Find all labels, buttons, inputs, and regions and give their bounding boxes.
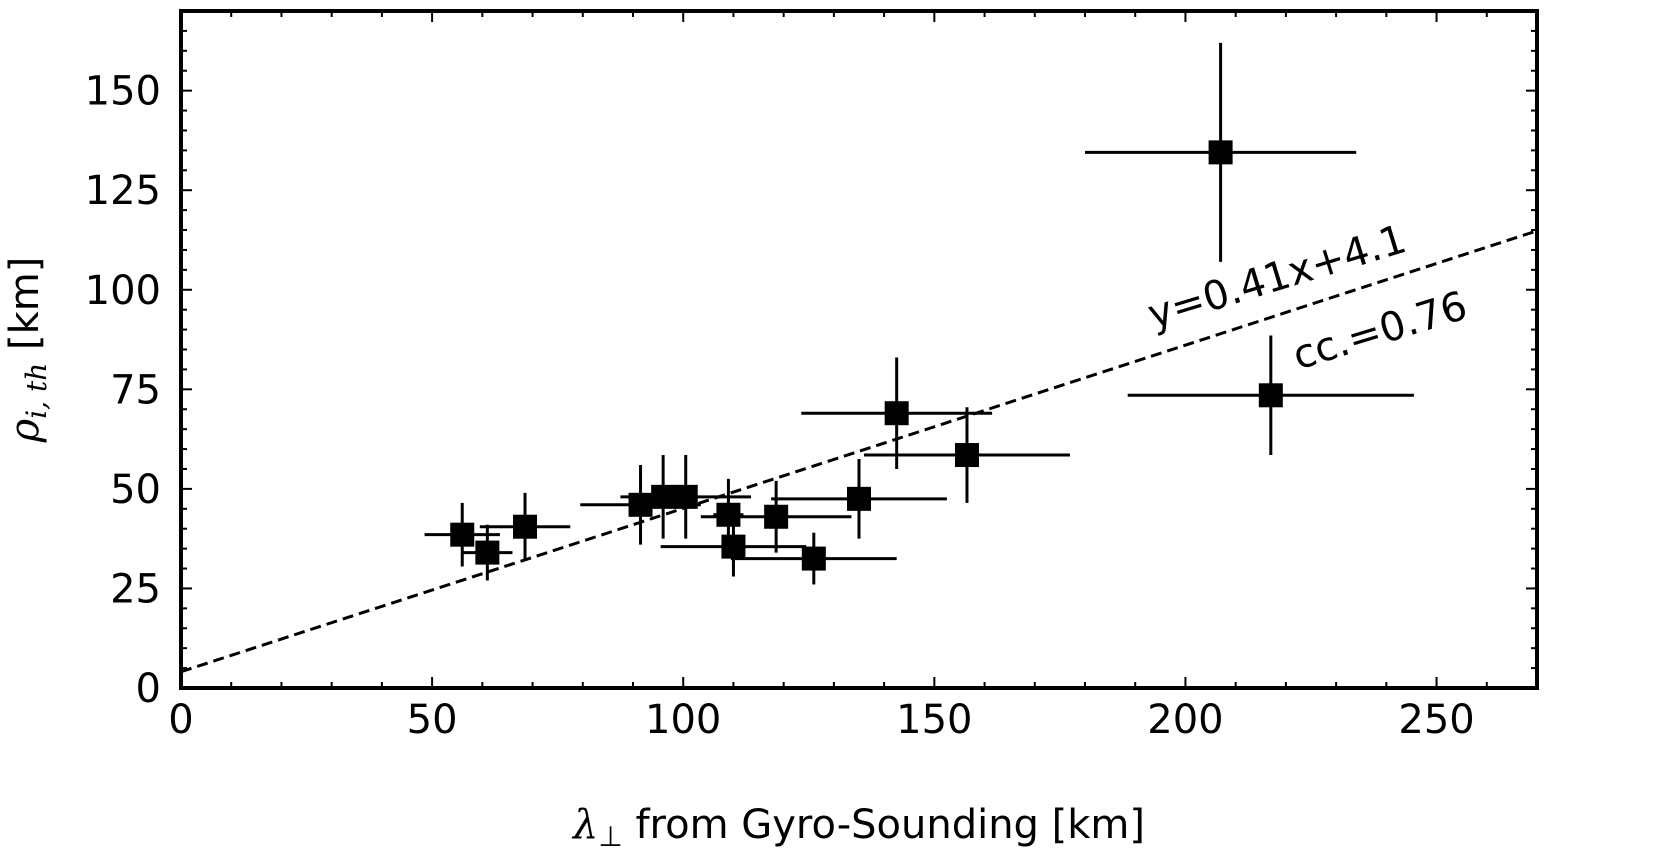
x-axis-text: from Gyro-Sounding [km] — [623, 802, 1145, 848]
square-marker — [450, 522, 475, 547]
data-point-11 — [771, 459, 947, 539]
y-tick-label: 100 — [85, 268, 161, 314]
square-marker — [764, 504, 789, 529]
x-axis-subscript: ⊥ — [598, 820, 622, 851]
y-tick-label: 50 — [110, 467, 161, 513]
x-tick-label: 100 — [645, 697, 721, 743]
data-point-13 — [864, 407, 1070, 503]
correlation-annotation: cc.=0.76 — [1288, 283, 1473, 379]
y-tick-label: 75 — [110, 367, 161, 413]
data-points-layer — [424, 42, 1414, 585]
y-axis-text: [km] — [2, 257, 48, 363]
x-tick-label: 50 — [407, 697, 458, 743]
square-marker — [1208, 140, 1233, 165]
square-marker — [1258, 383, 1283, 408]
y-axis-symbol: ρ — [2, 418, 48, 443]
data-point-15 — [1127, 335, 1414, 456]
square-marker — [954, 443, 979, 468]
square-marker — [884, 401, 909, 426]
y-tick-label: 150 — [85, 69, 161, 115]
data-point-2 — [462, 524, 513, 581]
square-marker — [847, 486, 871, 511]
data-point-3 — [479, 492, 571, 561]
square-marker — [513, 514, 538, 539]
fit-line-layer — [180, 229, 1538, 674]
square-marker — [801, 546, 826, 571]
data-point-6 — [620, 455, 752, 539]
x-axis-symbol: λ — [571, 802, 598, 848]
data-point-9 — [700, 480, 852, 553]
x-tick-label: 150 — [896, 697, 972, 743]
data-point-10 — [730, 532, 897, 585]
y-tick-label: 25 — [110, 566, 161, 612]
square-marker — [716, 502, 741, 527]
data-point-8 — [660, 516, 807, 577]
y-axis-title: ρi, th [km] — [2, 257, 53, 444]
x-tick-label: 0 — [168, 697, 193, 743]
fit-line — [180, 229, 1538, 674]
square-marker — [721, 534, 746, 559]
tick-labels-layer: 0 50 100 150 200 250 0 25 50 75 100 125 150 — [85, 69, 1475, 743]
x-tick-label: 200 — [1147, 697, 1223, 743]
square-marker — [673, 484, 698, 509]
y-tick-label: 125 — [85, 168, 161, 214]
square-marker — [475, 540, 500, 565]
x-axis-title: λ⊥ from Gyro-Sounding [km] — [571, 802, 1145, 851]
y-tick-label: 0 — [136, 666, 161, 712]
x-tick-label: 250 — [1398, 697, 1474, 743]
data-point-12 — [801, 357, 993, 469]
ticks-layer — [180, 10, 1538, 689]
y-axis-subscript: i, th — [20, 363, 53, 419]
data-point-14 — [1085, 42, 1357, 262]
